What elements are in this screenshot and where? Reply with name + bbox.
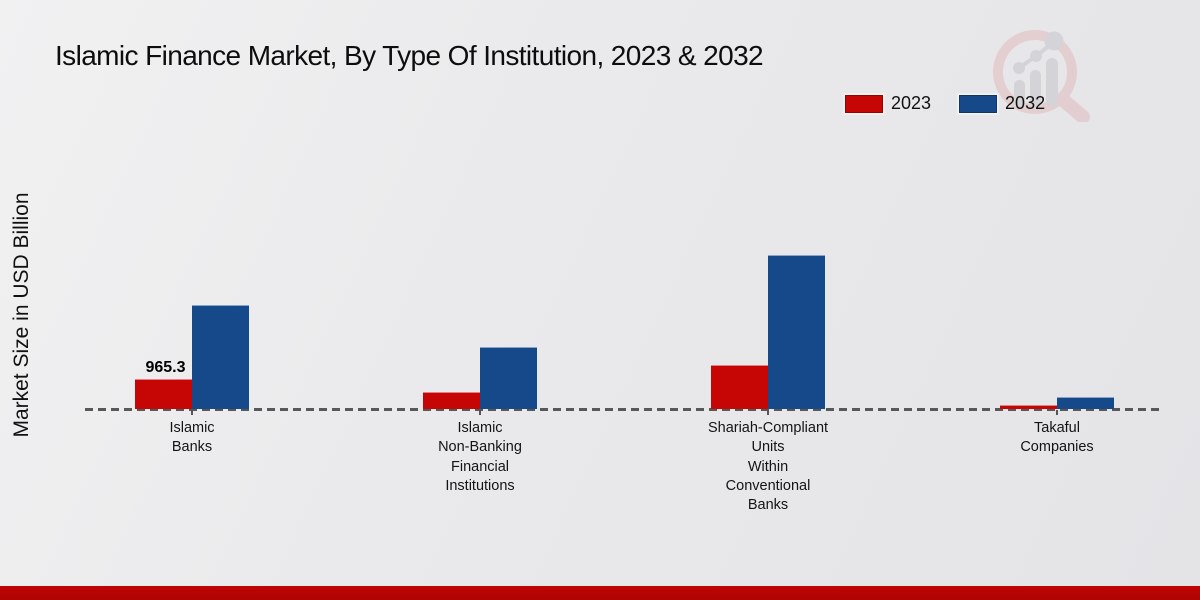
legend-item-2023: 2023: [845, 93, 931, 114]
legend-swatch-2023: [845, 94, 883, 113]
chart-title: Islamic Finance Market, By Type Of Insti…: [55, 40, 764, 71]
x-axis-tick-islamic-banks: [191, 410, 193, 415]
x-axis-tick-islamic-non-banking-financial-institutions: [479, 410, 481, 415]
mrfr-watermark-logo: [983, 27, 1093, 127]
bar-2032-islamic-non-banking-financial-institutions: [480, 346, 537, 409]
legend-label-2032: 2032: [1005, 93, 1046, 113]
bar-value-label-2023-islamic-banks: 965.3: [145, 359, 186, 376]
legend: 2023 2032: [845, 93, 1045, 114]
legend-item-2032: 2032: [959, 93, 1045, 114]
bar-2032-shariah-compliant-units-within-conventional-banks: [768, 254, 825, 409]
bar-2023-shariah-compliant-units-within-conventional-banks: [711, 364, 768, 409]
category-label-takaful-companies: Takaful Companies: [1020, 420, 1094, 456]
bar-2023-islamic-non-banking-financial-institutions: [423, 391, 480, 409]
bar-2023-takaful-companies: [1000, 404, 1057, 409]
bar-2032-takaful-companies: [1057, 396, 1114, 409]
legend-label-2023: 2023: [891, 93, 932, 113]
x-axis-tick-takaful-companies: [1056, 410, 1058, 415]
magnifier-growth-chart-icon: [993, 30, 1090, 124]
category-label-islamic-banks: Islamic Banks: [169, 420, 215, 456]
category-label-shariah-compliant-units-within-conventional-banks: Shariah-Compliant Units Within Conventio…: [707, 420, 829, 514]
legend-swatch-2032: [959, 94, 998, 113]
x-axis-tick-shariah-compliant-units-within-conventional-banks: [767, 410, 769, 415]
category-label-islamic-non-banking-financial-institutions: Islamic Non-Banking Financial Institutio…: [438, 420, 522, 494]
bar-2032-islamic-banks: [192, 304, 249, 409]
bar-2023-islamic-banks: [135, 379, 192, 409]
footer-accent-bar: [0, 586, 1200, 600]
x-axis-baseline: [85, 408, 1163, 411]
